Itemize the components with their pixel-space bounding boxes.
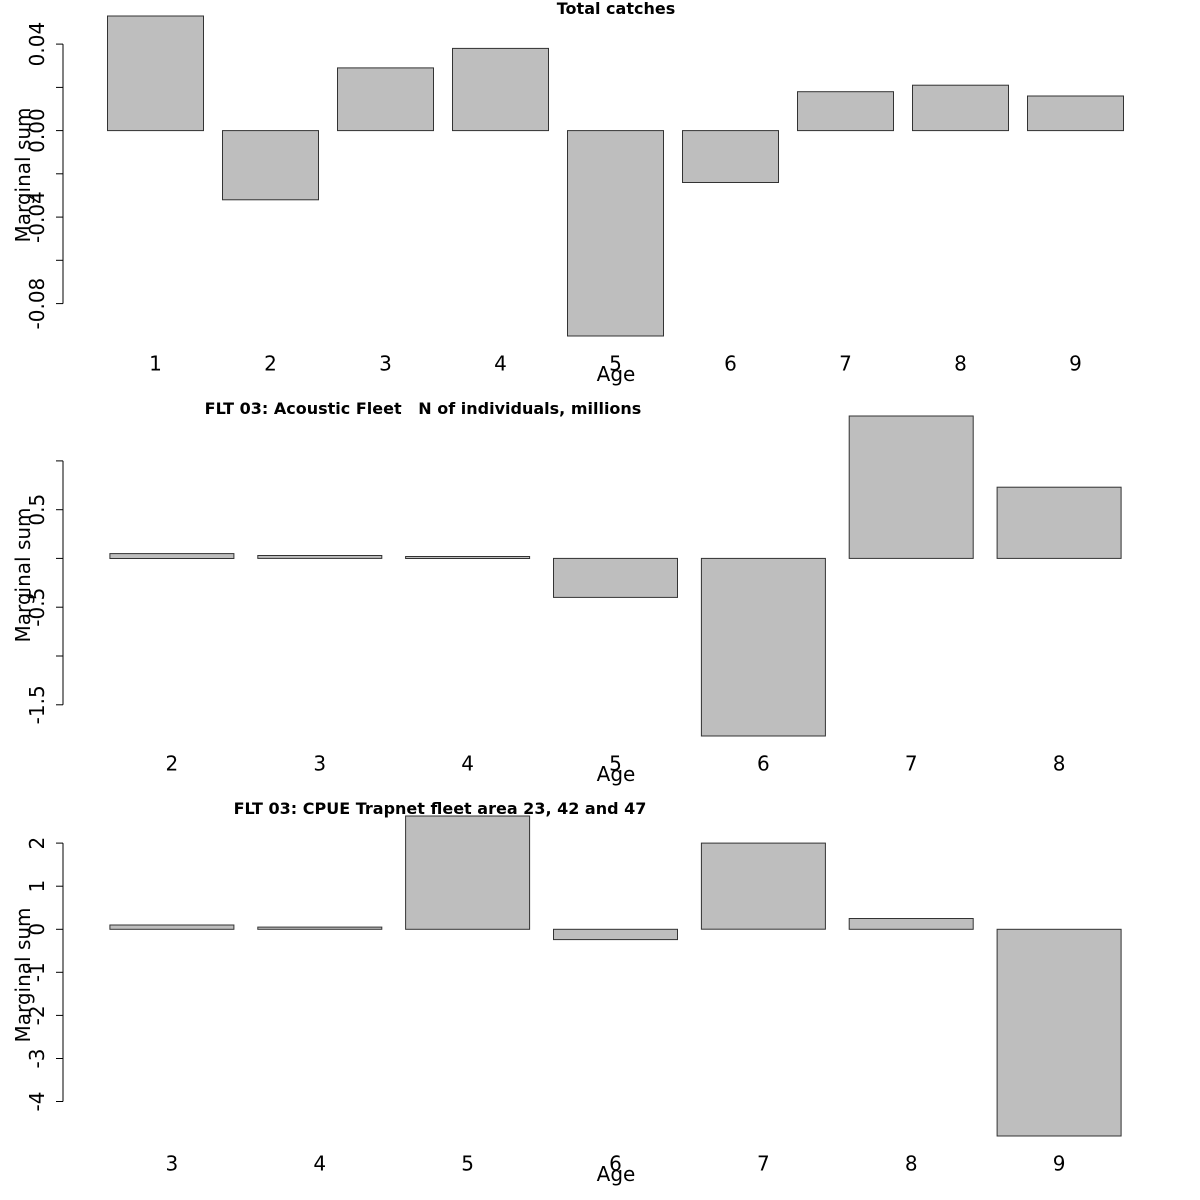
- x-tick-label: 9: [1069, 352, 1082, 376]
- x-tick-labels: 1 2 3 4 5 6 7 8 9: [149, 352, 1082, 376]
- x-tick-label: 5: [609, 752, 622, 776]
- y-tick-label: -1: [25, 962, 49, 982]
- y-tick-label: -0.08: [25, 278, 49, 330]
- bars: [109, 415, 1122, 737]
- bar-age-3: [337, 67, 434, 132]
- x-tick-label: 6: [724, 352, 737, 376]
- y-axis-title: Marginal sum: [11, 907, 35, 1042]
- x-tick-label: 8: [1053, 752, 1066, 776]
- bar-age-2: [222, 130, 319, 201]
- x-tick-label: 6: [757, 752, 770, 776]
- y-tick-label: 0.04: [25, 22, 49, 67]
- bar-age-8: [912, 84, 1009, 132]
- bar-age-2: [109, 553, 235, 559]
- y-tick-label: 0: [25, 923, 49, 936]
- bar-age-8: [996, 486, 1122, 559]
- bars: [107, 15, 1124, 337]
- y-tick-label: 1: [25, 880, 49, 893]
- x-tick-label: 3: [379, 352, 392, 376]
- x-tick-label: 8: [954, 352, 967, 376]
- panel-title: Total catches: [557, 0, 675, 18]
- bar-age-4: [405, 556, 531, 559]
- y-tick-label: -1.5: [25, 685, 49, 724]
- y-axis-title: Marginal sum: [11, 107, 35, 242]
- y-tick-label: -0.04: [25, 191, 49, 243]
- x-tick-label: 2: [264, 352, 277, 376]
- x-tick-label: 2: [166, 752, 179, 776]
- x-tick-label: 3: [313, 752, 326, 776]
- y-axis: -1.5 -0.5 0.5: [25, 460, 64, 724]
- bar-age-4: [452, 47, 549, 132]
- bar-age-6: [682, 130, 779, 184]
- bar-age-7: [700, 842, 826, 930]
- bar-age-7: [848, 415, 974, 559]
- bar-age-5: [405, 815, 531, 930]
- x-axis-title: Age: [597, 362, 636, 386]
- x-tick-label: 7: [905, 752, 918, 776]
- y-tick-label: -4: [25, 1092, 49, 1112]
- panel-title: FLT 03: CPUE Trapnet fleet area 23, 42 a…: [234, 799, 647, 818]
- bar-age-9: [1027, 95, 1124, 132]
- x-axis-title: Age: [597, 762, 636, 786]
- bar-age-4: [257, 926, 383, 930]
- x-tick-label: 9: [1053, 1152, 1066, 1176]
- bar-age-6: [700, 557, 826, 737]
- x-tick-label: 7: [757, 1152, 770, 1176]
- y-tick-label: 0.00: [25, 108, 49, 153]
- x-tick-label: 3: [166, 1152, 179, 1176]
- x-axis-title: Age: [597, 1162, 636, 1186]
- bar-age-5: [553, 557, 678, 598]
- y-tick-label: -0.5: [25, 588, 49, 627]
- bar-age-8: [848, 918, 974, 930]
- bar-age-3: [109, 924, 235, 930]
- x-tick-labels: 2 3 4 5 6 7 8: [166, 752, 1066, 776]
- bar-age-5: [567, 130, 664, 337]
- x-tick-label: 5: [609, 352, 622, 376]
- y-axis-title: Marginal sum: [11, 507, 35, 642]
- x-tick-label: 8: [905, 1152, 918, 1176]
- x-tick-label: 4: [494, 352, 507, 376]
- x-tick-label: 6: [609, 1152, 622, 1176]
- y-tick-label: -2: [25, 1005, 49, 1025]
- x-tick-label: 5: [461, 1152, 474, 1176]
- x-tick-label: 1: [149, 352, 162, 376]
- panel-cpue-trapnet: FLT 03: CPUE Trapnet fleet area 23, 42 a…: [11, 799, 1122, 1186]
- y-tick-label: 2: [25, 837, 49, 850]
- bar-age-7: [797, 91, 894, 132]
- y-tick-label: -3: [25, 1049, 49, 1069]
- x-tick-label: 7: [839, 352, 852, 376]
- bars: [109, 815, 1122, 1137]
- panel-acoustic-fleet: FLT 03: Acoustic Fleet N of individuals,…: [11, 399, 1122, 786]
- y-axis: -0.08 -0.04 0.00 0.04: [25, 22, 64, 330]
- bar-age-9: [996, 928, 1122, 1137]
- bar-age-3: [257, 555, 383, 559]
- bar-age-6: [553, 928, 678, 941]
- panel-total-catches: Total catches -0.08 -0.04 0.00 0.04 1 2 3 4 5 6 7…: [11, 0, 1124, 386]
- x-tick-labels: 3 4 5 6 7 8 9: [166, 1152, 1066, 1176]
- x-tick-label: 4: [313, 1152, 326, 1176]
- y-tick-label: 0.5: [25, 494, 49, 526]
- bar-age-1: [107, 15, 204, 132]
- panel-title: FLT 03: Acoustic Fleet N of individuals,…: [205, 399, 642, 418]
- x-tick-label: 4: [461, 752, 474, 776]
- y-axis: -4 -3 -2 -1 0 1 2: [25, 837, 64, 1112]
